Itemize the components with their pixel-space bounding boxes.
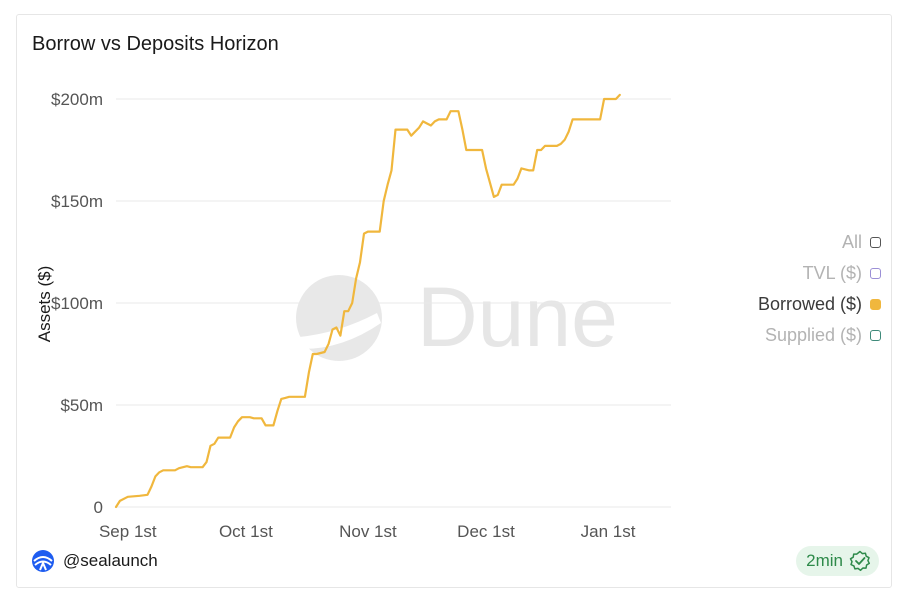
x-tick-label: Dec 1st (457, 522, 515, 541)
y-axis-label: Assets ($) (35, 266, 54, 343)
refresh-badge[interactable]: 2min (796, 546, 879, 576)
legend-item[interactable]: TVL ($) (661, 258, 881, 289)
series-layer (114, 93, 621, 509)
legend-swatch (870, 237, 881, 248)
verified-check-icon (849, 550, 871, 572)
legend: All TVL ($) Borrowed ($) Supplied ($) (661, 227, 881, 351)
legend-item-label: TVL ($) (802, 263, 862, 283)
x-tick-label: Oct 1st (219, 522, 273, 541)
author-credit[interactable]: @sealaunch (31, 549, 158, 573)
y-tick-labels: 0 $50m $100m $150m $200m (51, 90, 103, 517)
author-handle: @sealaunch (63, 551, 158, 570)
y-tick-label: $150m (51, 192, 103, 211)
x-tick-label: Nov 1st (339, 522, 397, 541)
watermark: Dune (296, 270, 618, 364)
x-tick-label: Jan 1st (581, 522, 636, 541)
legend-swatch (870, 268, 881, 279)
chart-card: Borrow vs Deposits Horizon Dune 0 $50m $10… (16, 14, 892, 588)
chart-area: Dune 0 $50m $100m $150m $200m Sep 1st Oct 1st… (35, 90, 671, 541)
legend-item-label: Supplied ($) (764, 325, 862, 345)
y-tick-label: $50m (60, 396, 103, 415)
y-tick-label: $100m (51, 294, 103, 313)
watermark-text: Dune (417, 270, 618, 364)
watermark-logo-swoosh (299, 313, 381, 349)
x-tick-label: Sep 1st (99, 522, 157, 541)
y-tick-label: 0 (94, 498, 103, 517)
legend-item-label: All (841, 232, 862, 252)
legend-item[interactable]: Borrowed ($) (661, 289, 881, 320)
chart-title: Borrow vs Deposits Horizon (32, 33, 279, 55)
legend-swatch (870, 299, 881, 310)
series-line-borrowed (114, 93, 621, 509)
legend-item-label: Borrowed ($) (757, 294, 862, 314)
legend-swatch (870, 330, 881, 341)
sealaunch-logo-icon (32, 550, 54, 572)
y-tick-label: $200m (51, 90, 103, 109)
x-tick-labels: Sep 1st Oct 1st Nov 1st Dec 1st Jan 1st (99, 522, 636, 541)
refresh-badge-label: 2min (806, 551, 843, 570)
legend-item[interactable]: All (661, 227, 881, 258)
grid-lines (116, 98, 671, 508)
legend-item[interactable]: Supplied ($) (661, 320, 881, 351)
